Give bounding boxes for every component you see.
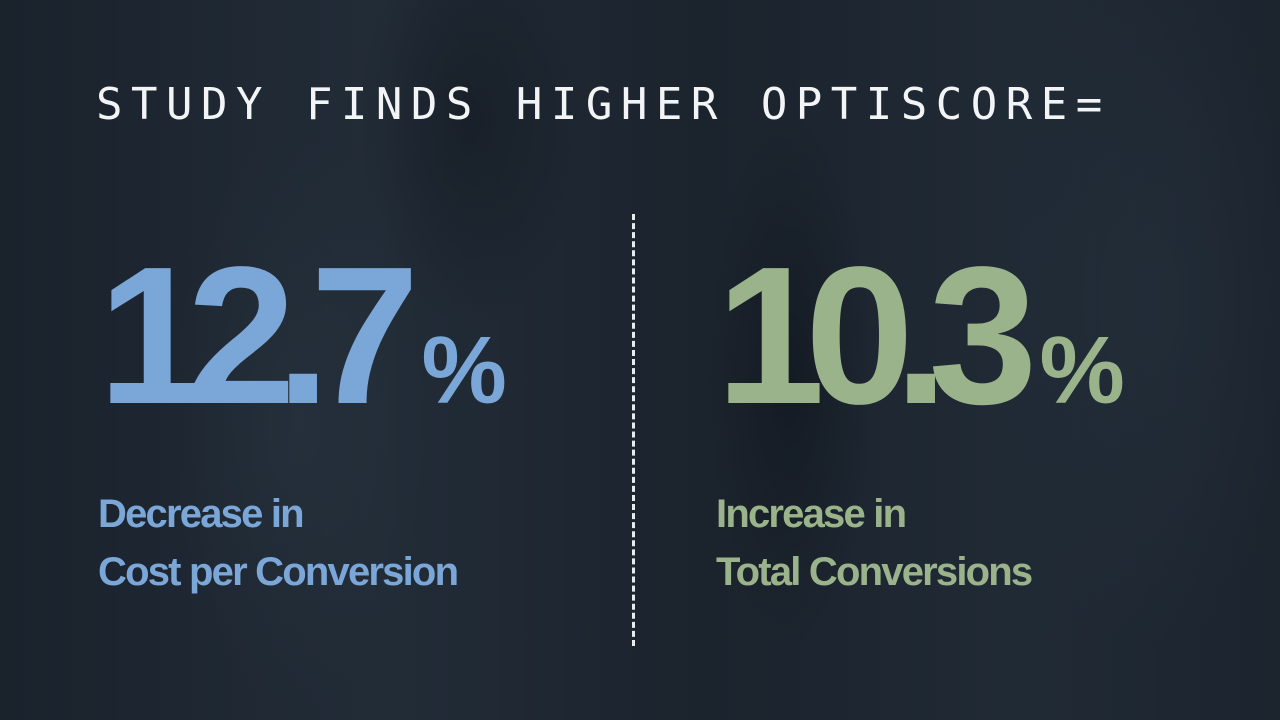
stat-unit: % (421, 317, 506, 424)
divider (632, 214, 635, 646)
stat-unit: % (1039, 317, 1124, 424)
stat-value: 10.3 (716, 226, 1038, 445)
stat-figure: 12.7% (98, 236, 507, 471)
stat-value: 12.7 (98, 226, 420, 445)
stat-figure: 10.3% (716, 236, 1125, 471)
stat-label: Decrease in Cost per Conversion (98, 485, 505, 601)
stat: 12.7% Decrease in Cost per Conversion (98, 236, 507, 601)
title: STUDY FINDS HIGHER OPTISCORE= (96, 79, 1111, 130)
label-line: Total Conversions (716, 550, 1033, 594)
stat-label: Increase in Total Conversions (716, 485, 1123, 601)
label-line: Cost per Conversion (98, 550, 459, 594)
stat: 10.3% Increase in Total Conversions (716, 236, 1125, 601)
label-line: Increase in (716, 492, 907, 536)
label-line: Decrease in (98, 492, 305, 536)
